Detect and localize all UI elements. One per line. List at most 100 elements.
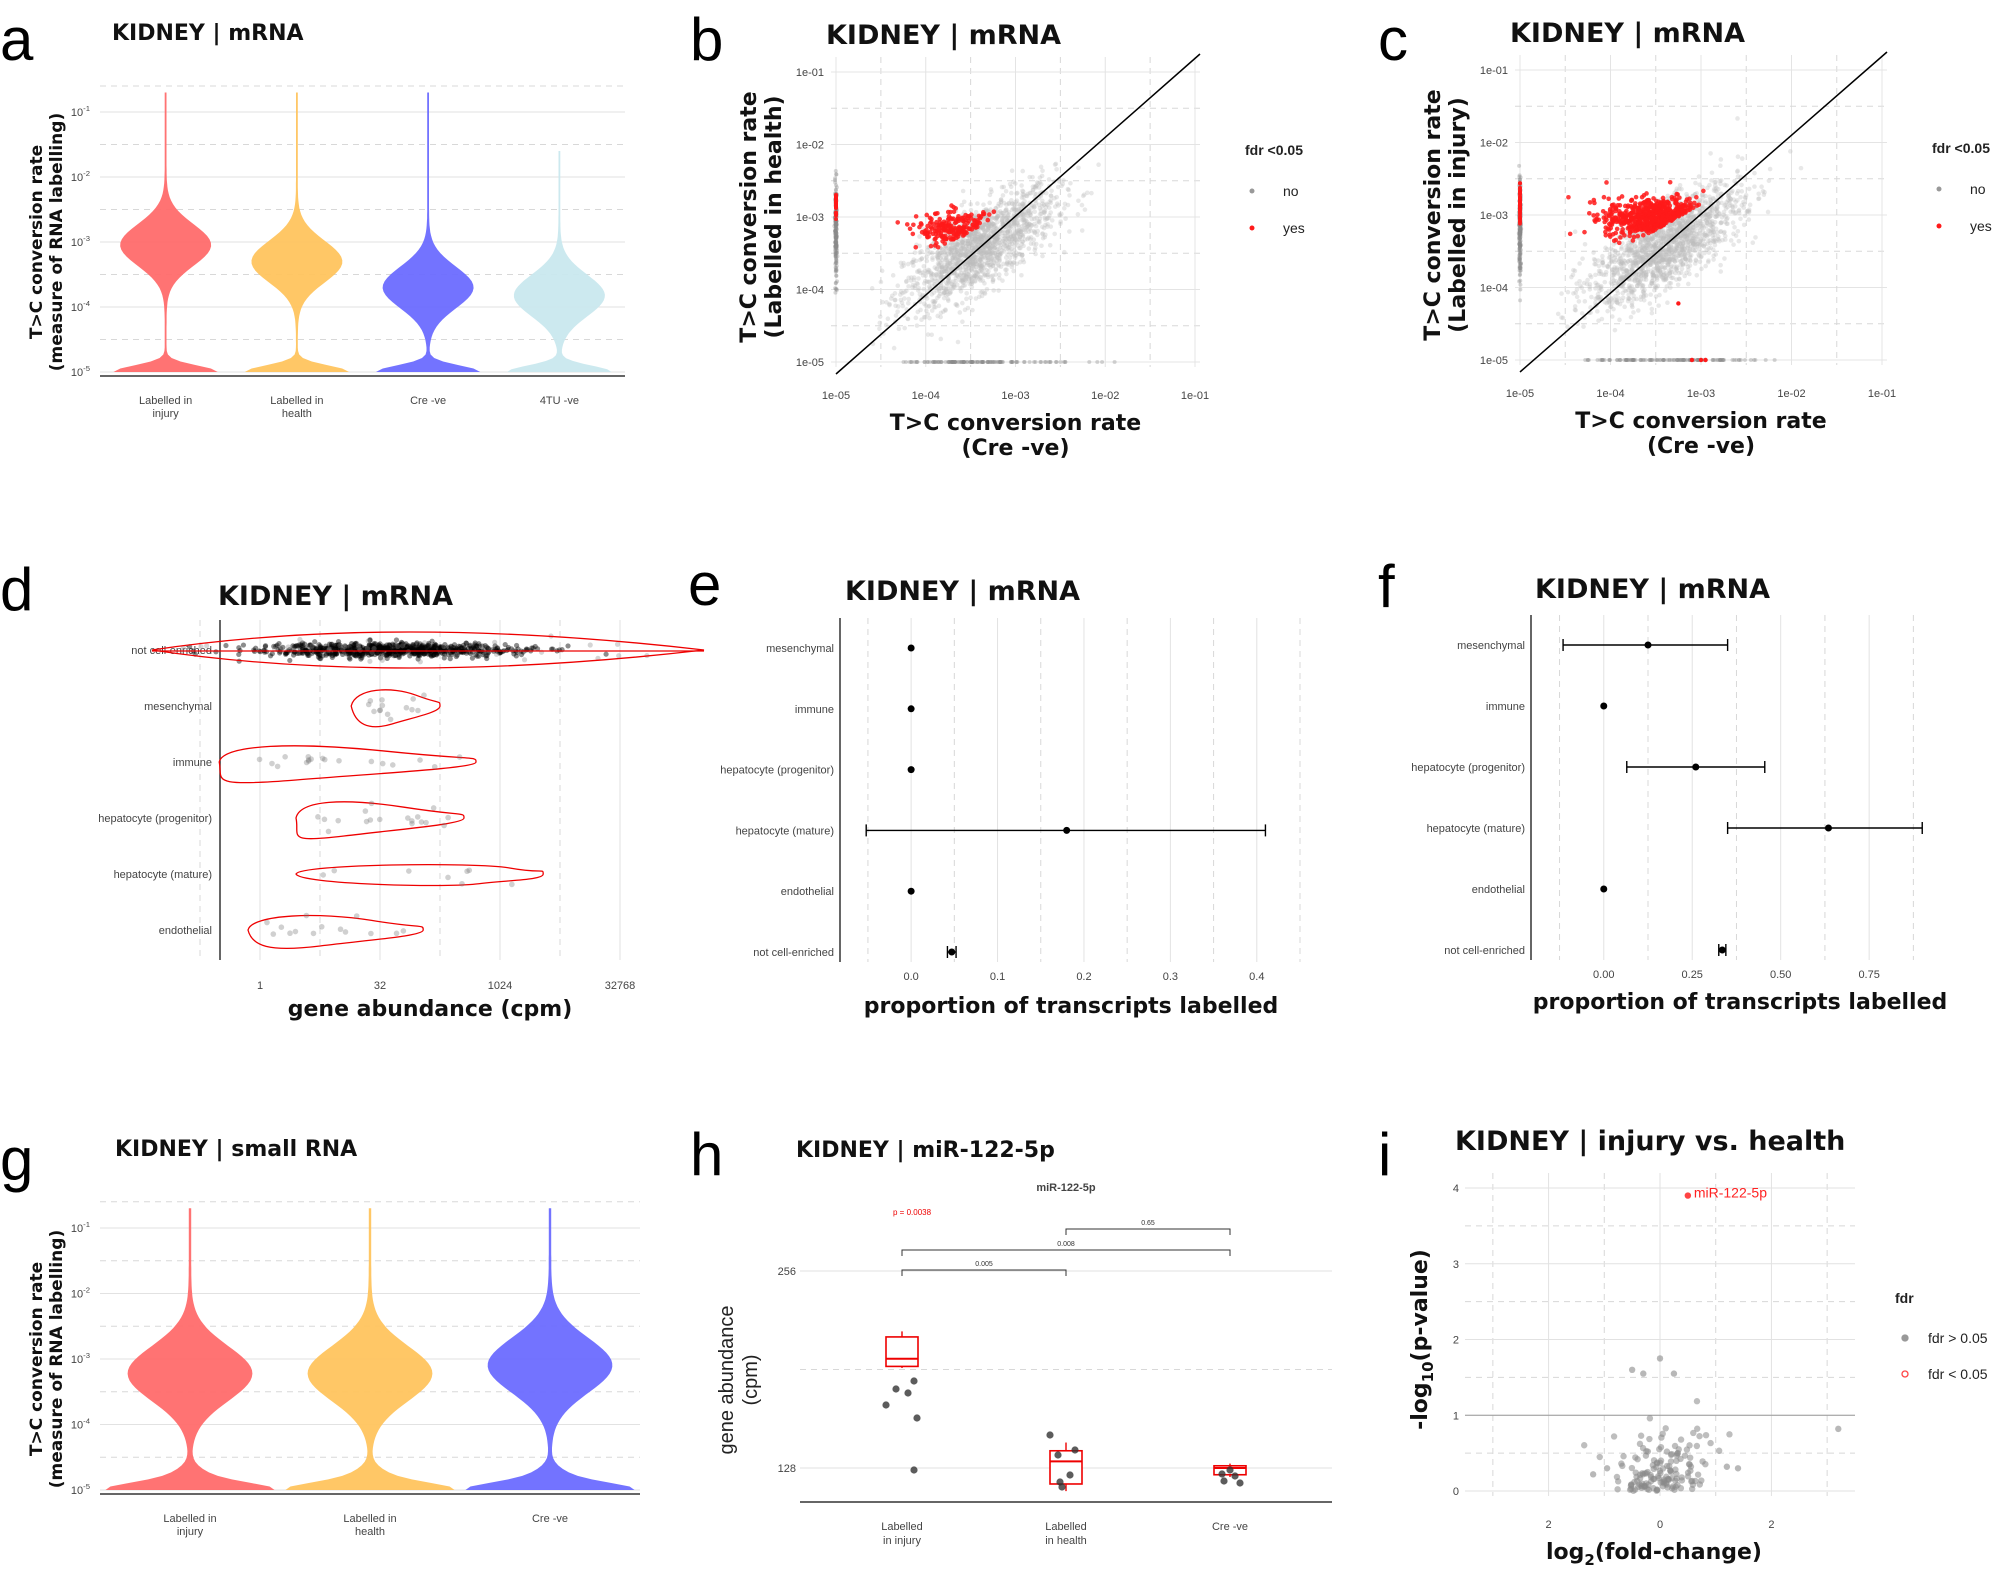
point-no [1034, 191, 1039, 197]
point-no [1602, 279, 1608, 285]
point-no [1518, 250, 1523, 255]
point-no [925, 267, 931, 273]
point-no [1577, 278, 1582, 284]
point-no [1712, 186, 1717, 192]
point-no [917, 234, 922, 239]
point-no [1649, 281, 1655, 286]
point-no [954, 303, 960, 309]
point-no [1656, 303, 1661, 308]
point-no [1012, 236, 1018, 242]
point-no [958, 266, 963, 271]
point-no [914, 281, 920, 286]
point-no [996, 246, 1001, 252]
point-no [930, 299, 936, 304]
point-no [1019, 253, 1025, 259]
x-tick-label: 1e-02 [1777, 388, 1805, 400]
y-tick-label: 1e-02 [1480, 138, 1508, 150]
point-no [941, 286, 947, 292]
point-no [1005, 229, 1011, 234]
point-no [1001, 239, 1007, 244]
point-no [960, 236, 966, 242]
point-no [969, 284, 975, 290]
point-no [1032, 216, 1037, 222]
point-no [977, 237, 982, 242]
point-no [979, 234, 985, 240]
point-no [940, 257, 945, 263]
point-no [1746, 208, 1752, 214]
point-no [893, 313, 899, 318]
point-no [990, 257, 995, 262]
point-no [993, 244, 998, 250]
point-yes [1518, 210, 1522, 215]
point-no [1517, 174, 1522, 179]
point-no [1697, 239, 1703, 245]
point-no [1067, 193, 1072, 198]
point-no [833, 180, 838, 185]
point-no [935, 278, 941, 283]
point-no [996, 272, 1002, 277]
point-no [1005, 228, 1011, 234]
point-no [976, 250, 982, 256]
point-no [1020, 239, 1026, 244]
point-no [1017, 234, 1023, 240]
point-no [947, 258, 953, 264]
point-no [906, 284, 911, 289]
point-no [1605, 308, 1610, 314]
point-no [1011, 218, 1017, 224]
point-no [1008, 233, 1014, 238]
point-no [966, 265, 972, 271]
point-no [1735, 228, 1741, 234]
point-no [1741, 222, 1747, 228]
y-tick-label: 1e-01 [1480, 65, 1508, 77]
point-no [1731, 231, 1736, 237]
point-no [985, 226, 991, 231]
x-tick-label: 32768 [605, 980, 636, 992]
point-no [1061, 178, 1066, 183]
point-yes [1628, 224, 1633, 230]
point-no [1040, 201, 1045, 206]
point-no [998, 203, 1003, 208]
point-no [1037, 205, 1043, 211]
point-no [992, 256, 997, 262]
point-no [934, 278, 940, 284]
point-no [979, 240, 985, 245]
point-no [1040, 198, 1045, 204]
point-no [947, 247, 952, 252]
point-no [963, 244, 969, 250]
point-no [962, 253, 967, 259]
point-no [975, 201, 980, 206]
point-no [1679, 266, 1685, 272]
point-yes [922, 231, 927, 237]
point-no [912, 250, 918, 255]
point-no [1045, 221, 1050, 227]
point-no [1696, 174, 1702, 179]
point-no [1004, 259, 1010, 265]
point-no [936, 286, 942, 292]
point-no [951, 245, 957, 251]
point-no [1723, 202, 1728, 207]
point-no [1667, 258, 1673, 264]
point-no [1602, 299, 1608, 305]
point-no [994, 236, 1000, 241]
point-no [980, 234, 985, 239]
point-no [991, 239, 997, 245]
point-no [956, 248, 962, 254]
point-no [1020, 234, 1026, 239]
point-no [933, 272, 939, 278]
point-no [1014, 191, 1019, 196]
point-no [1011, 220, 1017, 226]
point-yes [1617, 211, 1622, 217]
point-no [921, 314, 927, 320]
point-no [974, 241, 980, 247]
point-no [960, 245, 966, 251]
y-tick-label: 1e-04 [1480, 283, 1508, 295]
point-no [991, 245, 997, 250]
point-no [974, 254, 980, 260]
point-no [1003, 227, 1009, 233]
point-no [1010, 360, 1015, 364]
point-no [1672, 221, 1677, 227]
point-no [952, 244, 958, 250]
point-yes [1638, 209, 1643, 214]
point-no [1517, 246, 1522, 251]
point-no [974, 236, 980, 242]
